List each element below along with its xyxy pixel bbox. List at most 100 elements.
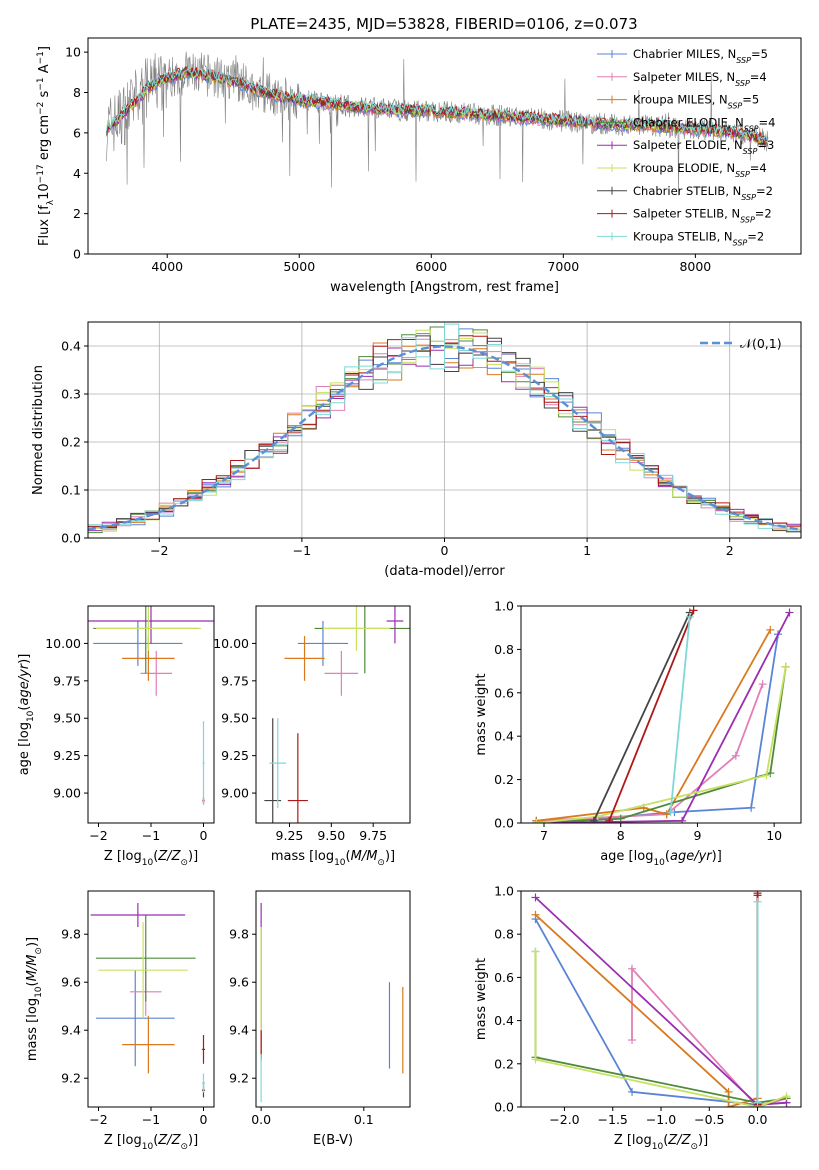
weight-line	[534, 951, 787, 1107]
y-tick-label: 0	[73, 247, 81, 262]
y-axis-label: mass [log10(M/M⊙)]	[25, 937, 44, 1061]
errorbar-point	[287, 733, 308, 823]
x-tick-label: 9	[693, 828, 701, 843]
x-tick-label: 9.25	[276, 828, 304, 843]
errorbar-point	[201, 1073, 206, 1093]
axes-spectrum: 4000 5000 6000 7000 8000 0 2 4 6 8 10 wavelength [A…	[36, 37, 802, 295]
y-tick-label: 0.0	[61, 531, 81, 546]
weight-line	[536, 666, 787, 823]
y-axis-label: mass weight	[474, 958, 489, 1040]
x-tick-label: −2	[150, 543, 168, 558]
axes-frame	[520, 605, 802, 824]
axes-weight_vs_Z: −2.0 −1.5 −1.0 −0.5 0.0 0.0 0.2 0.4 0.6 0.8 1.0 Z […	[474, 884, 802, 1152]
y-tick-label: 9.2	[61, 1071, 81, 1086]
x-tick-label: −2	[89, 828, 107, 843]
errorbar-point	[322, 606, 390, 651]
y-tick-label: 0.6	[494, 970, 514, 985]
x-tick-label: 0.0	[251, 1112, 271, 1127]
axes-frame	[255, 890, 411, 1108]
weight-line	[536, 629, 772, 822]
y-tick-label: 0.2	[61, 435, 81, 450]
weight-series	[753, 897, 762, 1107]
y-tick-label: 0.4	[494, 1013, 514, 1028]
y-tick-label: 9.00	[53, 786, 81, 801]
legend-label: Chabrier ELODIE, NSSP=4	[633, 115, 775, 132]
figure-title: PLATE=2435, MJD=53828, FIBERID=0106, z=0…	[250, 15, 637, 33]
x-axis-label: E(B-V)	[313, 1133, 353, 1148]
weight-line	[608, 609, 695, 822]
axes-mass_vs_Z: −2 −1 0 9.2 9.4 9.6 9.8 Z [log10(Z/Z⊙)] mass [lo…	[25, 890, 215, 1152]
x-tick-label: −1	[142, 1112, 160, 1127]
errorbar-point	[324, 650, 359, 696]
axes-residuals: −2 −1 0 1 2 0.0 0.1 0.2 0.3 0.4 (data-model)/error…	[31, 321, 802, 579]
y-axis-label: Flux [fλ10−17 erg cm−2 s−1 A−1]	[36, 46, 56, 246]
y-tick-label: 9.00	[221, 786, 249, 801]
y-tick-label: 10	[65, 45, 81, 60]
x-tick-label: 6000	[415, 259, 447, 274]
legend-label: Kroupa STELIB, NSSP=2	[633, 229, 764, 247]
y-tick-label: 9.6	[229, 975, 249, 990]
x-axis-label: age [log10(age/yr)]	[600, 849, 722, 868]
y-tick-label: 9.25	[221, 748, 249, 763]
weight-line	[669, 616, 691, 813]
y-tick-label: 0.4	[494, 729, 514, 744]
y-tick-label: 9.8	[61, 927, 81, 942]
x-axis-label: (data-model)/error	[384, 564, 505, 579]
x-tick-label: −1	[142, 828, 160, 843]
y-tick-label: 9.6	[61, 975, 81, 990]
weight-line	[593, 612, 691, 822]
y-tick-label: 9.4	[61, 1023, 81, 1038]
weight-line	[534, 914, 758, 1107]
legend-label: Chabrier STELIB, NSSP=2	[633, 184, 773, 202]
x-axis-label: Z [log10(Z/Z⊙)]	[104, 1133, 198, 1152]
x-tick-label: 0.0	[748, 1112, 768, 1127]
y-tick-label: 4	[73, 166, 81, 181]
errorbar-point	[269, 718, 287, 809]
y-tick-label: 9.4	[229, 1023, 249, 1038]
x-tick-label: 2	[726, 543, 734, 558]
x-tick-label: 0	[441, 543, 449, 558]
y-tick-label: 6	[73, 125, 81, 140]
x-axis-label: wavelength [Angstrom, rest frame]	[330, 280, 559, 295]
y-tick-label: 9.75	[53, 673, 81, 688]
x-tick-label: −1	[293, 543, 311, 558]
histogram-series	[88, 323, 801, 535]
y-tick-label: 9.8	[229, 927, 249, 942]
y-axis-label: age [log10(age/yr)]	[17, 654, 36, 776]
legend-label: 𝒩(0,1)	[740, 336, 782, 351]
y-tick-label: 0.2	[494, 772, 514, 787]
x-tick-label: 0.1	[354, 1112, 374, 1127]
x-tick-label: 8000	[679, 259, 711, 274]
errorbar-point	[88, 606, 214, 644]
y-tick-label: 0.3	[61, 387, 81, 402]
y-axis-label: mass weight	[474, 673, 489, 755]
x-axis-label: Z [log10(Z/Z⊙)]	[614, 1133, 708, 1152]
legend-label: Salpeter ELODIE, NSSP=3	[633, 138, 774, 156]
errorbar-point	[95, 915, 196, 1002]
errorbar-point	[95, 606, 201, 651]
x-tick-label: 7000	[547, 259, 579, 274]
weight-series	[605, 606, 698, 823]
x-tick-label: −1.0	[646, 1112, 676, 1127]
axes-weight_vs_age: 7 8 9 10 0.0 0.2 0.4 0.6 0.8 1.0 age [log10(age/yr…	[474, 599, 802, 868]
legend-label: Chabrier MILES, NSSP=5	[633, 47, 768, 65]
x-tick-label: 9.75	[359, 828, 387, 843]
weight-series	[666, 612, 694, 817]
y-tick-label: 10.00	[45, 636, 81, 651]
y-axis-label: Normed distribution	[31, 365, 46, 495]
x-tick-label: 0	[200, 828, 208, 843]
y-tick-label: 1.0	[494, 884, 514, 899]
errorbar-point	[202, 721, 205, 806]
x-axis-label: Z [log10(Z/Z⊙)]	[104, 849, 198, 868]
y-tick-label: 0.0	[494, 816, 514, 831]
legend-label: Salpeter STELIB, NSSP=2	[633, 207, 772, 225]
y-tick-label: 0.2	[494, 1056, 514, 1071]
axes-frame	[87, 37, 802, 255]
y-tick-label: 0.1	[61, 483, 81, 498]
legend-label: Kroupa ELODIE, NSSP=4	[633, 161, 767, 179]
x-tick-label: −2	[89, 1112, 107, 1127]
x-tick-label: 5000	[283, 259, 315, 274]
x-tick-label: 9.50	[317, 828, 345, 843]
axes-age_vs_Z: −2 −1 0 9.00 9.25 9.50 9.75 10.00 Z [log10(Z/Z⊙)…	[17, 605, 215, 868]
errorbar-point	[201, 1035, 206, 1064]
